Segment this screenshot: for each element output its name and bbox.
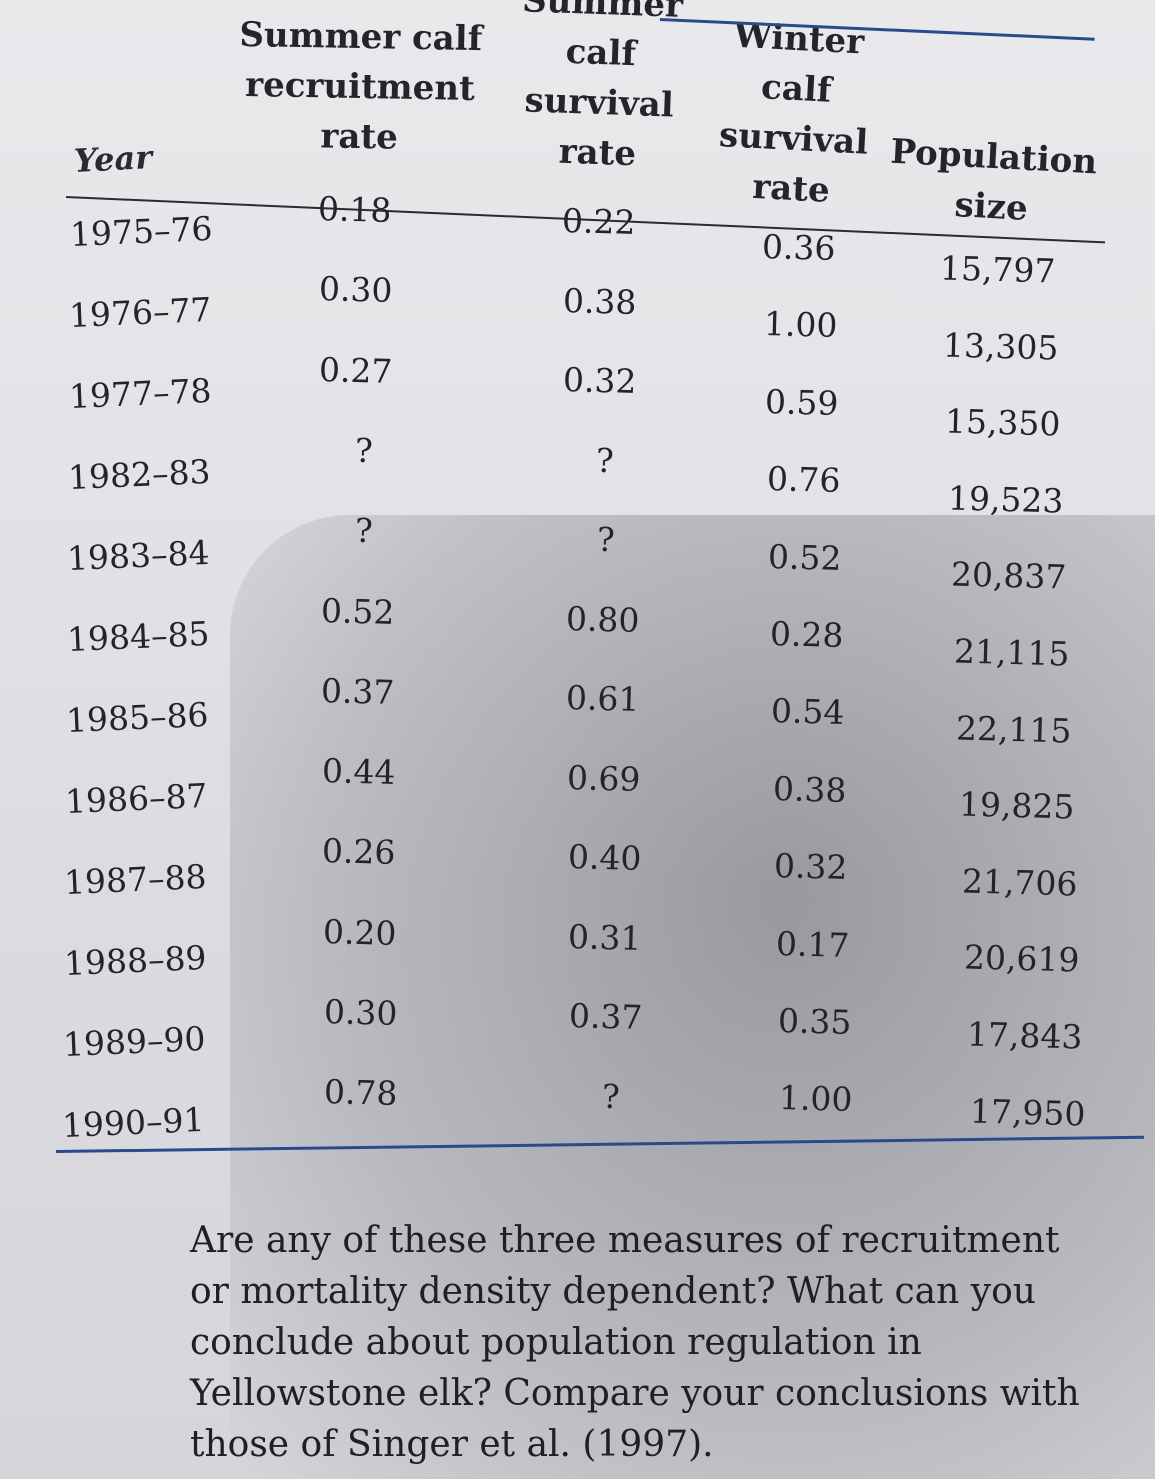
year-cell: 1975–76 — [69, 208, 214, 255]
recruitment-cell: 0.37 — [320, 670, 396, 712]
population-cell: 21,115 — [953, 631, 1070, 674]
recruitment-cell: 0.30 — [318, 269, 393, 311]
recruitment-cell: 0.27 — [318, 349, 394, 391]
header-winter-survival-line: rate — [751, 166, 831, 211]
year-cell: 1988–89 — [62, 937, 207, 984]
header-summer-recruitment-line: rate — [320, 116, 399, 158]
recruitment-cell: 0.26 — [321, 831, 397, 873]
header-summer-survival-line: calf — [565, 31, 637, 75]
population-cell: 17,843 — [966, 1014, 1083, 1057]
summer-survival-cell: 0.80 — [565, 598, 640, 640]
summer-survival-cell: 0.37 — [568, 996, 643, 1037]
summer-survival-cell: ? — [595, 440, 615, 480]
recruitment-cell: 0.44 — [321, 751, 396, 793]
header-summer-recruitment-line: Summer calf — [239, 14, 483, 60]
summer-survival-cell: ? — [601, 1076, 620, 1116]
summer-survival-cell: 0.69 — [566, 757, 641, 799]
winter-survival-cell: 0.59 — [764, 381, 840, 423]
recruitment-cell: ? — [354, 430, 373, 471]
summer-survival-cell: ? — [596, 519, 616, 560]
winter-survival-cell: 0.17 — [775, 923, 850, 965]
winter-survival-cell: 0.36 — [761, 227, 836, 268]
year-cell: 1983–84 — [66, 532, 211, 579]
winter-survival-cell: 0.38 — [772, 768, 847, 810]
summer-survival-cell: 0.32 — [562, 360, 638, 401]
winter-survival-cell: 1.00 — [763, 304, 838, 346]
header-winter-survival: Winter calf survival rate — [700, 9, 890, 218]
winter-survival-cell: 0.28 — [769, 614, 844, 655]
recruitment-cell: 0.20 — [322, 911, 397, 953]
recruitment-cell: ? — [354, 510, 374, 551]
summer-survival-cell: 0.61 — [565, 678, 641, 719]
winter-survival-cell: 1.00 — [778, 1078, 854, 1120]
bottom-rule — [55, 1135, 1144, 1153]
winter-survival-cell: 0.52 — [767, 536, 843, 578]
header-winter-survival-line: Winter — [732, 15, 866, 63]
winter-survival-cell: 0.54 — [770, 691, 846, 733]
header-population: Population size — [883, 126, 1103, 237]
header-summer-survival-line: rate — [558, 131, 637, 175]
question-text: Are any of these three measures of recru… — [190, 1220, 1080, 1465]
year-cell: 1990–91 — [61, 1099, 206, 1146]
winter-survival-cell: 0.35 — [777, 1001, 852, 1042]
year-cell: 1986–87 — [64, 775, 209, 822]
header-summer-survival-line: survival — [523, 80, 675, 126]
recruitment-cell: 0.78 — [323, 1072, 399, 1114]
header-summer-survival: Summer calf survival rate — [497, 0, 704, 181]
year-cell: 1977–78 — [67, 370, 212, 417]
summer-survival-cell: 0.38 — [562, 280, 637, 322]
year-cell: 1989–90 — [62, 1018, 207, 1065]
summer-survival-cell: 0.31 — [567, 916, 643, 958]
year-cell: 1976–77 — [68, 289, 213, 336]
winter-survival-cell: 0.32 — [773, 846, 849, 888]
header-summer-recruitment-line: recruitment — [244, 64, 476, 109]
header-winter-survival-line: survival — [718, 115, 870, 163]
population-cell: 13,305 — [942, 325, 1059, 368]
population-cell: 20,837 — [950, 554, 1067, 597]
year-cell: 1982–83 — [67, 451, 212, 498]
summer-survival-cell: 0.22 — [561, 201, 636, 242]
population-cell: 22,115 — [955, 708, 1073, 751]
population-cell: 20,619 — [963, 937, 1081, 980]
header-year: Year — [73, 137, 153, 181]
population-cell: 19,523 — [947, 478, 1065, 521]
year-cell: 1985–86 — [65, 694, 210, 741]
recruitment-cell: 0.18 — [317, 189, 392, 230]
recruitment-cell: 0.52 — [320, 590, 395, 632]
year-cell: 1987–88 — [63, 856, 208, 903]
population-cell: 21,706 — [961, 861, 1078, 904]
population-cell: 15,350 — [944, 401, 1062, 444]
header-summer-recruitment: Summer calf recruitment rate — [224, 10, 497, 165]
year-cell: 1984–85 — [65, 613, 210, 660]
population-cell: 19,825 — [958, 784, 1075, 827]
population-cell: 17,950 — [969, 1091, 1086, 1134]
summer-survival-cell: 0.40 — [567, 837, 642, 878]
winter-survival-cell: 0.76 — [766, 459, 841, 501]
recruitment-cell: 0.30 — [323, 992, 398, 1033]
population-cell: 15,797 — [939, 248, 1056, 291]
